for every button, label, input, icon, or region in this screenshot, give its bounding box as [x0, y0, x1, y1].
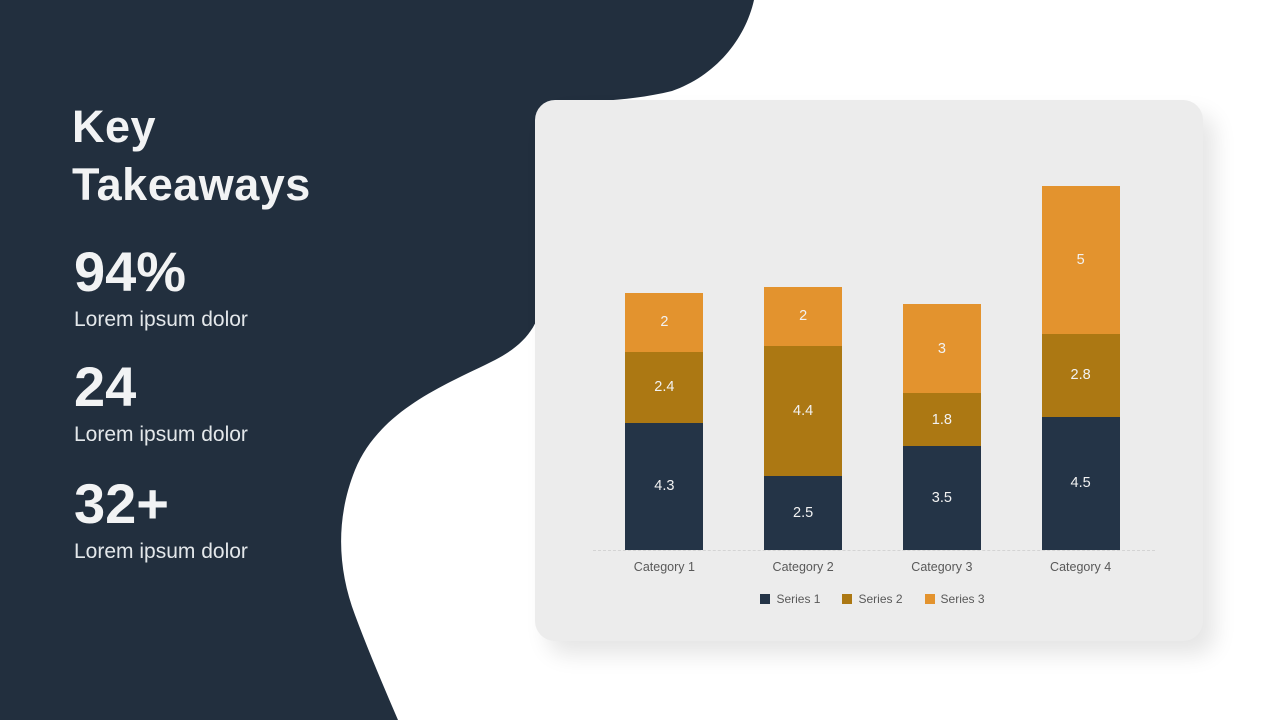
bar-value-label: 1.8 [931, 411, 952, 428]
category-labels-row: Category 1 Category 2 Category 3 Category 4 [595, 560, 1150, 574]
bar-value-label: 5 [1076, 251, 1085, 268]
bar-value-label: 3 [937, 340, 946, 357]
legend-item-series-2: Series 2 [842, 592, 903, 606]
stat-label: Lorem ipsum dolor [74, 540, 248, 563]
bar-segment-series-2: 2.4 [625, 351, 704, 423]
stat-block-3: 32+ Lorem ipsum dolor [74, 475, 248, 565]
chart-legend: Series 1 Series 2 Series 3 [595, 592, 1150, 606]
bar-value-label: 2 [799, 308, 808, 325]
stat-label: Lorem ipsum dolor [74, 308, 248, 331]
legend-swatch-icon [842, 594, 853, 604]
legend-swatch-icon [760, 594, 771, 604]
bar-segment-series-1: 2.5 [764, 476, 843, 550]
stat-value: 24 [74, 355, 137, 418]
bar-value-label: 4.3 [654, 478, 675, 495]
legend-item-series-3: Series 3 [924, 592, 985, 606]
bar-segment-series-3: 2 [625, 292, 704, 352]
stat-block-2: 24 Lorem ipsum dolor [74, 358, 248, 448]
bar-value-label: 2.4 [654, 379, 675, 396]
bar-4: 5 2.8 4.5 [1011, 100, 1150, 550]
bars-row: 2 2.4 4.3 2 4.4 2.5 3 1.8 3.5 5 2.8 4.5 [595, 100, 1150, 550]
bar-segment-series-3: 5 [1041, 185, 1120, 334]
legend-label: Series 2 [858, 592, 903, 606]
bar-segment-series-2: 1.8 [902, 393, 981, 447]
x-axis-line [593, 550, 1155, 551]
category-axis-label: Category 4 [1050, 560, 1112, 574]
page-title-line2: Takeaways [72, 159, 311, 210]
bar-value-label: 2 [660, 314, 669, 331]
legend-label: Series 3 [940, 592, 985, 606]
category-axis-label: Category 3 [911, 560, 973, 574]
bar-value-label: 2.5 [793, 505, 814, 521]
bar-segment-series-1: 4.3 [625, 422, 704, 550]
bar-segment-series-2: 4.4 [764, 345, 843, 476]
category-axis-label: Category 1 [633, 560, 695, 574]
stat-value: 32+ [74, 472, 169, 535]
legend-swatch-icon [924, 594, 935, 604]
bar-segment-series-1: 3.5 [902, 446, 981, 550]
stat-block-1: 94% Lorem ipsum dolor [74, 243, 248, 333]
bar-segment-series-2: 2.8 [1041, 333, 1120, 417]
bar-segment-series-3: 3 [902, 304, 981, 394]
category-axis-label: Category 2 [772, 560, 834, 574]
bar-segment-series-3: 2 [764, 286, 843, 346]
stat-label: Lorem ipsum dolor [74, 423, 248, 446]
bar-2: 2 4.4 2.5 [734, 100, 873, 550]
stat-value: 94% [74, 240, 187, 303]
page-title: Key Takeaways [72, 98, 311, 214]
bar-segment-series-1: 4.5 [1041, 416, 1120, 550]
bar-value-label: 2.8 [1070, 367, 1091, 384]
bar-1: 2 2.4 4.3 [595, 100, 734, 550]
legend-item-series-1: Series 1 [760, 592, 820, 606]
legend-label: Series 1 [776, 592, 821, 606]
bar-value-label: 4.5 [1070, 475, 1091, 492]
bar-value-label: 4.4 [793, 402, 814, 419]
bar-3: 3 1.8 3.5 [873, 100, 1012, 550]
page-title-line1: Key [72, 101, 157, 152]
left-text-column: Key Takeaways 94% Lorem ipsum dolor 24 L… [72, 0, 492, 720]
bar-value-label: 3.5 [931, 490, 952, 507]
